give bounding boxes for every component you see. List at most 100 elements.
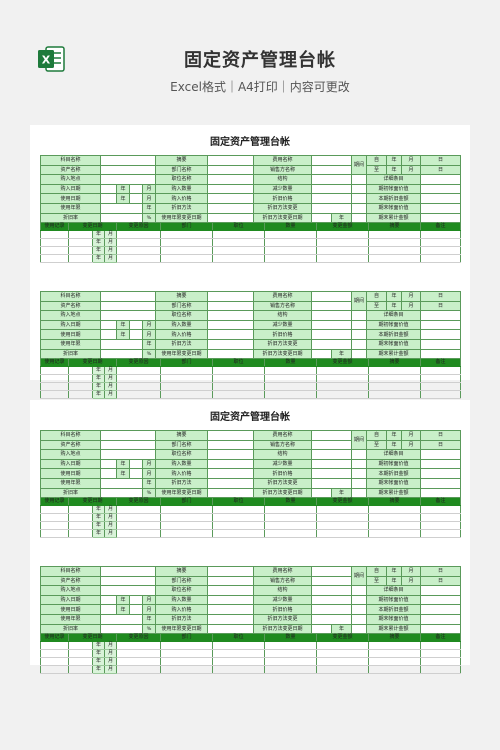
field-purchase-date-month[interactable] xyxy=(129,458,143,470)
field-use-date[interactable] xyxy=(100,604,117,615)
cell[interactable] xyxy=(420,649,462,659)
field-purchase-qty[interactable] xyxy=(207,319,254,331)
field-closing-accumulated[interactable] xyxy=(420,487,461,499)
field-depreciation-price[interactable] xyxy=(311,193,352,204)
cell[interactable] xyxy=(264,649,318,659)
field-use-date-month[interactable] xyxy=(129,468,143,479)
field-service-life[interactable] xyxy=(100,338,143,350)
cell[interactable] xyxy=(316,521,370,531)
field-purchase-price[interactable] xyxy=(207,468,254,479)
cell[interactable] xyxy=(316,374,370,384)
field-structure[interactable] xyxy=(311,449,352,460)
field-purchase-price[interactable] xyxy=(207,193,254,204)
field-dept-name[interactable] xyxy=(207,439,254,451)
field-seller-name[interactable] xyxy=(311,164,352,176)
cell[interactable] xyxy=(116,649,162,659)
field-purchase-date[interactable] xyxy=(100,183,117,195)
cell[interactable] xyxy=(316,390,370,400)
field-reduce-qty[interactable] xyxy=(311,319,352,331)
cell[interactable] xyxy=(368,521,422,531)
cell[interactable] xyxy=(40,390,69,400)
field-blank[interactable] xyxy=(351,449,367,460)
cell[interactable] xyxy=(368,230,422,240)
field-depreciation-method[interactable] xyxy=(207,477,254,489)
cell[interactable] xyxy=(264,246,318,256)
field-depreciation-price[interactable] xyxy=(311,604,352,615)
cell[interactable] xyxy=(420,238,462,248)
cell[interactable] xyxy=(160,230,214,240)
cell[interactable] xyxy=(40,505,69,515)
field-life-change-date[interactable] xyxy=(207,623,254,635)
cell[interactable] xyxy=(316,529,370,539)
field-opening-book-value[interactable] xyxy=(420,458,461,470)
field-reduce-qty[interactable] xyxy=(311,458,352,470)
field-depreciation-rate[interactable] xyxy=(100,212,143,224)
field-purchase-price[interactable] xyxy=(207,329,254,340)
cell[interactable] xyxy=(212,641,266,651)
cell[interactable] xyxy=(116,390,162,400)
cell[interactable] xyxy=(160,238,214,248)
cell[interactable] xyxy=(420,366,462,376)
cell[interactable] xyxy=(368,505,422,515)
field-blank[interactable] xyxy=(351,319,367,331)
field-depreciation-method[interactable] xyxy=(207,338,254,350)
cell[interactable] xyxy=(212,649,266,659)
cell[interactable] xyxy=(116,657,162,667)
field-dept-name[interactable] xyxy=(207,164,254,176)
cell[interactable] xyxy=(368,649,422,659)
cell[interactable] xyxy=(160,246,214,256)
field-blank[interactable] xyxy=(351,613,367,625)
cell[interactable] xyxy=(160,382,214,392)
cell[interactable] xyxy=(40,382,69,392)
cell[interactable] xyxy=(160,254,214,264)
cell[interactable] xyxy=(160,641,214,651)
cell[interactable] xyxy=(368,366,422,376)
cell[interactable] xyxy=(68,230,93,240)
cell[interactable] xyxy=(420,246,462,256)
cell[interactable] xyxy=(316,641,370,651)
field-opening-book-value[interactable] xyxy=(420,319,461,331)
field-expense-name[interactable] xyxy=(311,155,352,166)
cell[interactable] xyxy=(116,529,162,539)
field-life-change-date[interactable] xyxy=(207,212,254,224)
field-opening-book-value[interactable] xyxy=(420,594,461,606)
field-blank[interactable] xyxy=(351,193,367,204)
cell[interactable] xyxy=(160,374,214,384)
field-closing-accumulated[interactable] xyxy=(420,212,461,224)
cell[interactable] xyxy=(116,374,162,384)
field-depreciation-price[interactable] xyxy=(311,329,352,340)
cell[interactable] xyxy=(68,238,93,248)
field-expense-name[interactable] xyxy=(311,566,352,577)
field-detail-items[interactable] xyxy=(420,449,461,460)
field-asset-name[interactable] xyxy=(100,439,156,451)
cell[interactable] xyxy=(212,230,266,240)
field-seller-name[interactable] xyxy=(311,300,352,312)
cell[interactable] xyxy=(420,513,462,523)
cell[interactable] xyxy=(40,529,69,539)
field-use-date-month[interactable] xyxy=(129,193,143,204)
field-purchase-place[interactable] xyxy=(100,174,156,185)
field-structure[interactable] xyxy=(311,310,352,321)
field-purchase-date[interactable] xyxy=(100,319,117,331)
cell[interactable] xyxy=(420,390,462,400)
field-summary[interactable] xyxy=(207,566,254,577)
field-detail-items[interactable] xyxy=(420,310,461,321)
cell[interactable] xyxy=(264,513,318,523)
field-use-date-month[interactable] xyxy=(129,329,143,340)
field-blank[interactable] xyxy=(351,585,367,596)
cell[interactable] xyxy=(160,366,214,376)
field-depreciation-rate[interactable] xyxy=(100,348,143,360)
field-purchase-date[interactable] xyxy=(100,594,117,606)
cell[interactable] xyxy=(116,505,162,515)
cell[interactable] xyxy=(116,230,162,240)
cell[interactable] xyxy=(212,513,266,523)
field-blank[interactable] xyxy=(351,594,367,606)
cell[interactable] xyxy=(116,246,162,256)
field-blank[interactable] xyxy=(351,174,367,185)
cell[interactable] xyxy=(40,521,69,531)
cell[interactable] xyxy=(264,521,318,531)
field-service-life[interactable] xyxy=(100,477,143,489)
cell[interactable] xyxy=(368,529,422,539)
cell[interactable] xyxy=(116,382,162,392)
cell[interactable] xyxy=(40,665,69,675)
